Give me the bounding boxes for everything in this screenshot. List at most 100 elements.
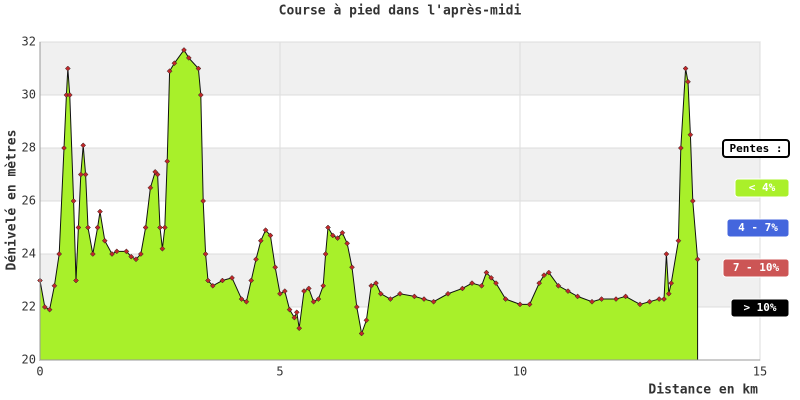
point-marker (661, 296, 667, 302)
point-marker (286, 306, 293, 313)
elevation-area (39, 49, 699, 361)
point-marker (411, 293, 418, 300)
point-marker (128, 253, 135, 260)
point-marker (195, 65, 202, 72)
point-marker (97, 208, 103, 215)
point-marker (161, 224, 168, 231)
point-marker (70, 198, 77, 204)
point-marker (545, 269, 552, 276)
point-marker (656, 296, 663, 302)
legend-title: Pentes : (730, 142, 783, 155)
legend-swatch (722, 258, 790, 278)
point-marker (159, 245, 166, 252)
point-marker (113, 248, 120, 255)
point-marker (41, 304, 48, 310)
point-marker (200, 198, 207, 204)
point-marker (281, 288, 288, 294)
legend-item: 7 - 10% (722, 258, 790, 278)
point-marker (598, 296, 605, 302)
point-marker (229, 274, 235, 281)
grid-band (40, 148, 760, 201)
point-marker (171, 60, 178, 67)
legend-header-box (722, 139, 790, 158)
point-marker (75, 224, 82, 231)
legend-label: < 4% (749, 181, 776, 194)
point-marker (488, 274, 495, 281)
point-marker (64, 65, 71, 72)
point-marker (665, 290, 672, 297)
point-marker (668, 280, 675, 287)
point-marker (675, 237, 682, 244)
point-marker (377, 290, 384, 297)
point-marker (202, 251, 209, 257)
legend-swatch (730, 298, 790, 318)
point-marker (205, 277, 211, 284)
point-marker (85, 224, 91, 231)
point-marker (123, 248, 130, 255)
point-marker (293, 309, 300, 316)
point-marker (682, 65, 689, 72)
point-marker (469, 280, 475, 287)
point-marker (397, 290, 403, 297)
point-marker (526, 301, 533, 308)
point-marker (89, 251, 96, 257)
legend-item: > 10% (730, 298, 790, 318)
point-marker (101, 237, 108, 244)
y-axis-label: Dénivelé en mètres (5, 130, 20, 271)
point-marker (310, 298, 317, 305)
point-marker (147, 184, 154, 191)
point-marker (109, 251, 115, 257)
point-marker (301, 288, 307, 294)
legend-label: 7 - 10% (733, 261, 780, 274)
point-marker (622, 293, 629, 300)
legend-label: 4 - 7% (738, 221, 778, 234)
point-marker (373, 280, 379, 287)
point-marker (272, 264, 279, 271)
y-tick-label: 22 (22, 300, 36, 314)
point-marker (637, 301, 643, 308)
point-marker (80, 142, 87, 149)
point-marker (555, 282, 562, 289)
point-marker (459, 285, 466, 292)
point-marker (322, 251, 329, 257)
point-marker (164, 158, 171, 165)
point-marker (209, 282, 216, 289)
point-marker (262, 227, 269, 234)
point-marker (363, 317, 370, 324)
point-marker (663, 251, 670, 257)
point-marker (253, 256, 259, 263)
point-marker (166, 68, 173, 75)
point-marker (517, 301, 523, 308)
point-marker (315, 296, 322, 302)
chart-title: Course à pied dans l'après-midi (279, 4, 522, 19)
point-marker (248, 277, 255, 284)
y-tick-label: 32 (22, 35, 36, 49)
point-marker (541, 272, 547, 279)
point-marker (51, 282, 58, 289)
legend-item: < 4% (734, 178, 790, 198)
point-marker (430, 298, 437, 305)
point-marker (142, 224, 149, 231)
y-tick-label: 28 (22, 141, 36, 155)
point-marker (613, 296, 619, 302)
point-marker (238, 296, 245, 302)
legend-label: > 10% (743, 301, 776, 314)
point-marker (368, 282, 375, 289)
point-marker (73, 277, 79, 284)
point-marker (291, 314, 298, 321)
point-marker (320, 282, 327, 289)
legend-header: Pentes : (722, 139, 790, 158)
point-marker (677, 145, 684, 151)
x-tick-label: 5 (276, 365, 283, 379)
point-marker (154, 171, 161, 178)
legend-item: 4 - 7% (726, 218, 790, 238)
point-marker (197, 92, 204, 98)
point-marker (94, 224, 101, 231)
y-tick-label: 26 (22, 194, 36, 208)
point-marker (339, 229, 346, 236)
point-marker (358, 330, 365, 337)
point-marker (344, 240, 351, 247)
point-marker (185, 55, 192, 61)
y-tick-label: 30 (22, 88, 36, 102)
y-tick-label: 20 (22, 353, 36, 367)
